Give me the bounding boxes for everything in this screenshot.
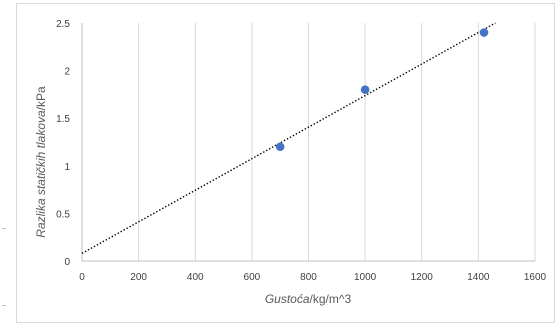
trendline-layer — [81, 22, 496, 254]
y-tick-label: 2 — [64, 67, 70, 78]
x-tick-label: 1200 — [411, 272, 434, 283]
y-tick-label: 2.5 — [56, 19, 70, 30]
y-tick-label: 0 — [64, 257, 70, 268]
y-axis-title: Razlika statičkih tlakova/kPa — [34, 86, 48, 238]
y-axis-title-italic: Razlika statičkih tlakova — [34, 110, 48, 238]
y-tick-label: 0.5 — [56, 209, 70, 220]
data-point — [360, 85, 370, 94]
data-point — [275, 142, 285, 152]
grid-lines — [138, 23, 536, 261]
x-tick-label: 600 — [244, 272, 261, 283]
data-points — [275, 28, 489, 152]
edge-tick-mark — [2, 305, 6, 306]
axes — [81, 23, 535, 262]
x-tick-label: 200 — [130, 272, 147, 283]
data-point — [479, 28, 489, 37]
y-tick-label: 1 — [64, 162, 70, 173]
x-tick-label: 1000 — [354, 272, 377, 283]
x-tick-label: 1600 — [524, 272, 547, 283]
y-tick-label: 1.5 — [56, 114, 70, 125]
chart-area — [16, 3, 555, 323]
x-tick-label: 0 — [79, 272, 85, 283]
x-axis-title-italic: Gustoća — [265, 292, 310, 306]
edge-tick-mark — [2, 228, 6, 229]
y-axis-title-unit: /kPa — [34, 86, 48, 110]
x-tick-label: 800 — [300, 272, 317, 283]
x-tick-label: 1400 — [467, 272, 490, 283]
x-axis-title: Gustoća/kg/m^3 — [265, 292, 352, 306]
x-tick-label: 400 — [187, 272, 204, 283]
x-axis-title-unit: /kg/m^3 — [310, 292, 352, 306]
tick-labels: 0 200 400 600 800 1000 1200 1400 1600 0 0.5 1 1.5 2 2.… — [56, 19, 546, 283]
trendline — [81, 22, 496, 254]
